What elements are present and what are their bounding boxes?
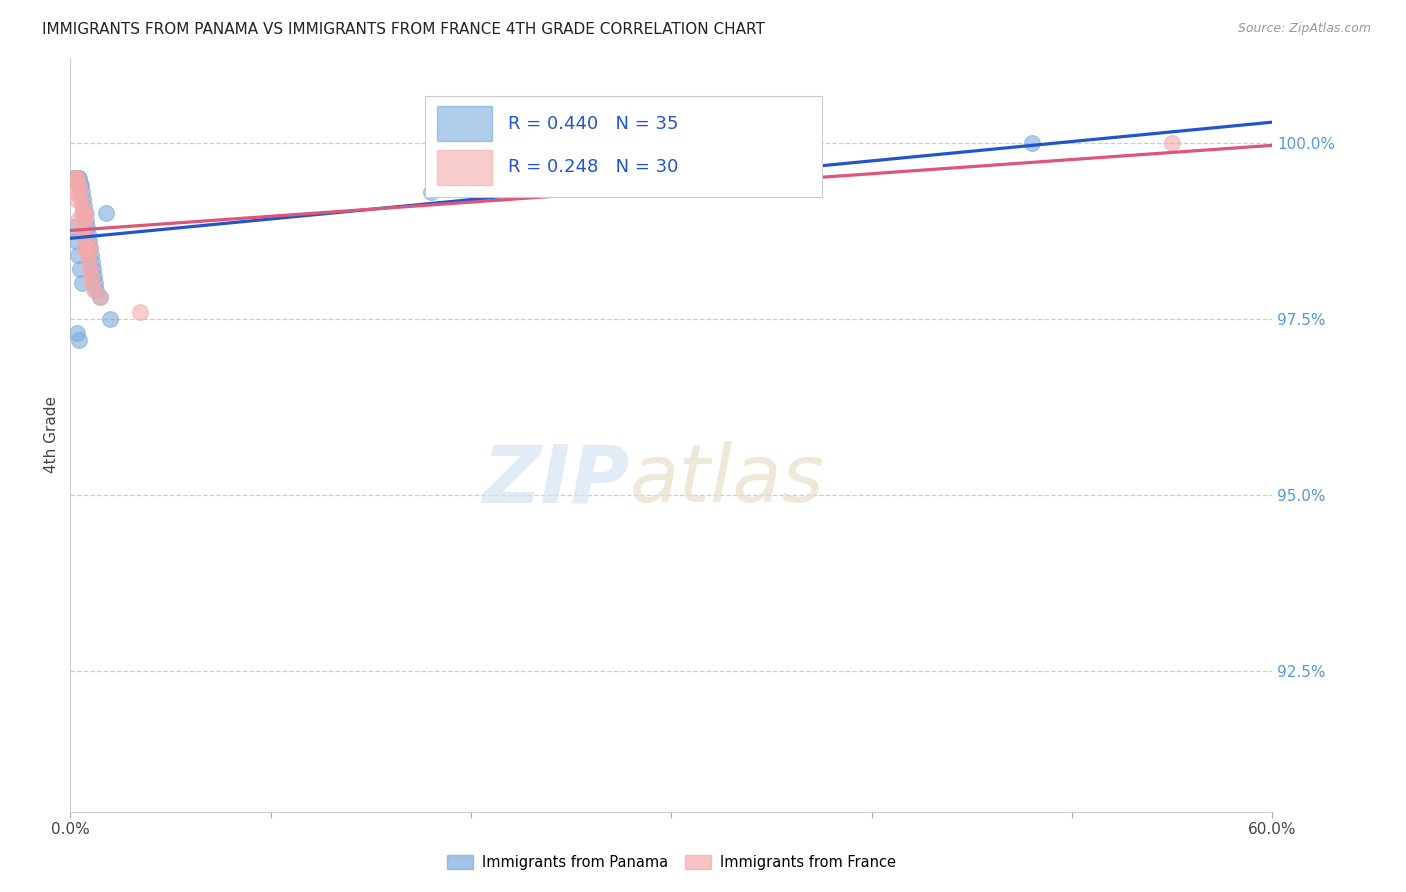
Text: Source: ZipAtlas.com: Source: ZipAtlas.com bbox=[1237, 22, 1371, 36]
Point bbox=[79, 234, 101, 248]
Point bbox=[69, 185, 91, 199]
Point bbox=[67, 170, 90, 185]
Point bbox=[73, 213, 96, 227]
Point bbox=[75, 206, 97, 220]
Point bbox=[65, 234, 87, 248]
Legend: Immigrants from Panama, Immigrants from France: Immigrants from Panama, Immigrants from … bbox=[440, 849, 903, 876]
Point bbox=[420, 185, 443, 199]
Point bbox=[65, 185, 87, 199]
Point bbox=[65, 170, 87, 185]
Point bbox=[65, 192, 87, 206]
Point bbox=[69, 262, 91, 277]
Point bbox=[83, 284, 105, 298]
Point bbox=[70, 178, 93, 192]
Text: R = 0.248   N = 30: R = 0.248 N = 30 bbox=[508, 159, 679, 177]
Point bbox=[83, 269, 105, 284]
Bar bbox=[437, 106, 492, 142]
Point bbox=[76, 220, 98, 235]
Point bbox=[75, 220, 97, 235]
Point bbox=[80, 248, 103, 262]
Point bbox=[98, 311, 122, 326]
Point bbox=[62, 170, 84, 185]
Point bbox=[73, 199, 96, 213]
Point bbox=[96, 206, 118, 220]
Point bbox=[72, 206, 94, 220]
Point bbox=[79, 262, 101, 277]
Point bbox=[129, 304, 152, 318]
Point bbox=[66, 170, 89, 185]
Point bbox=[82, 255, 104, 269]
Point bbox=[77, 227, 100, 241]
Point bbox=[67, 333, 90, 347]
Text: atlas: atlas bbox=[630, 441, 824, 519]
Point bbox=[79, 255, 101, 269]
Point bbox=[73, 241, 96, 255]
Point bbox=[80, 269, 103, 284]
Text: ZIP: ZIP bbox=[482, 441, 630, 519]
Point bbox=[67, 248, 90, 262]
Point bbox=[67, 178, 90, 192]
Point bbox=[82, 262, 104, 277]
Point bbox=[70, 227, 93, 241]
Point bbox=[76, 241, 98, 255]
Point bbox=[1021, 136, 1043, 150]
Point bbox=[72, 199, 94, 213]
Point bbox=[84, 277, 107, 291]
Y-axis label: 4th Grade: 4th Grade bbox=[44, 396, 59, 474]
Point bbox=[72, 192, 94, 206]
Point bbox=[67, 170, 90, 185]
Point bbox=[70, 192, 93, 206]
Point bbox=[86, 284, 108, 298]
Point bbox=[63, 170, 86, 185]
Text: R = 0.440   N = 35: R = 0.440 N = 35 bbox=[508, 115, 679, 133]
Point bbox=[63, 220, 86, 235]
Point bbox=[72, 206, 94, 220]
Point bbox=[75, 234, 97, 248]
Point bbox=[72, 277, 94, 291]
Point bbox=[77, 248, 100, 262]
Point bbox=[1161, 136, 1184, 150]
Point bbox=[65, 170, 87, 185]
Point bbox=[89, 291, 111, 305]
Point bbox=[69, 178, 91, 192]
Point bbox=[67, 178, 90, 192]
Point bbox=[75, 206, 97, 220]
Text: IMMIGRANTS FROM PANAMA VS IMMIGRANTS FROM FRANCE 4TH GRADE CORRELATION CHART: IMMIGRANTS FROM PANAMA VS IMMIGRANTS FRO… bbox=[42, 22, 765, 37]
Point bbox=[66, 326, 89, 340]
Point bbox=[89, 291, 111, 305]
Point bbox=[82, 277, 104, 291]
Point bbox=[79, 241, 101, 255]
Bar bbox=[437, 150, 492, 186]
Point bbox=[79, 241, 101, 255]
Point bbox=[67, 213, 90, 227]
Point bbox=[72, 185, 94, 199]
Point bbox=[65, 170, 87, 185]
Point bbox=[66, 170, 89, 185]
Point bbox=[75, 213, 97, 227]
